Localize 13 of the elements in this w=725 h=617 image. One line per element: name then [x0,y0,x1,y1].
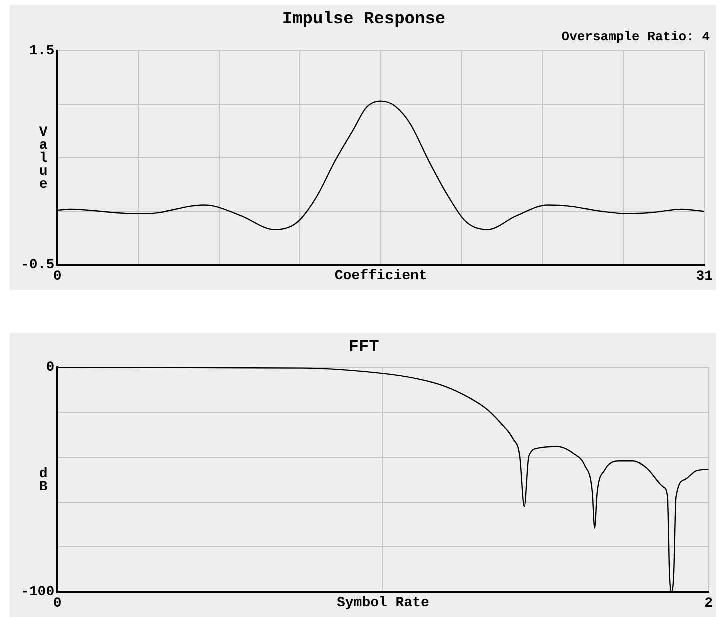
y-axis-title: Value [39,125,48,194]
x-tick-label: 2 [704,596,713,612]
y-tick-label: -0.5 [20,258,55,274]
y-tick-label: -100 [20,584,55,601]
y-axis-title: dB [39,466,48,496]
chart-subtitle: Oversample Ratio: 4 [562,29,710,44]
chart-title: Impulse Response [282,10,446,30]
x-axis-title: Coefficient [334,268,428,285]
chart-title: FFT [348,338,380,358]
x-axis-title: Symbol Rate [336,596,430,612]
y-tick-label: 1.5 [29,44,55,60]
x-tick-label: 31 [696,269,714,286]
y-tick-label: 0 [46,360,55,376]
